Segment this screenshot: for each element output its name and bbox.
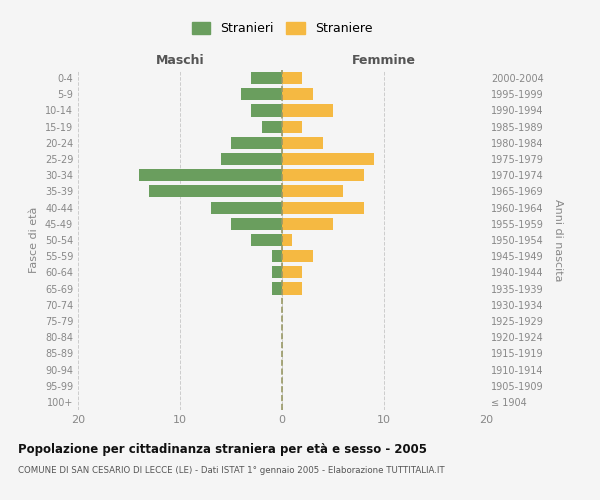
Bar [251, 104, 282, 117]
Legend: Stranieri, Straniere: Stranieri, Straniere [188, 18, 376, 39]
Bar [262, 120, 282, 132]
Bar [282, 266, 302, 278]
Bar [282, 218, 333, 230]
Text: COMUNE DI SAN CESARIO DI LECCE (LE) - Dati ISTAT 1° gennaio 2005 - Elaborazione : COMUNE DI SAN CESARIO DI LECCE (LE) - Da… [18, 466, 445, 475]
Bar [282, 282, 302, 294]
Bar [139, 169, 282, 181]
Bar [282, 137, 323, 149]
Text: Femmine: Femmine [352, 54, 416, 67]
Bar [149, 186, 282, 198]
Text: Popolazione per cittadinanza straniera per età e sesso - 2005: Popolazione per cittadinanza straniera p… [18, 442, 427, 456]
Bar [282, 88, 313, 101]
Bar [272, 250, 282, 262]
Bar [211, 202, 282, 213]
Bar [221, 153, 282, 165]
Bar [282, 202, 364, 213]
Bar [282, 169, 364, 181]
Bar [282, 104, 333, 117]
Y-axis label: Anni di nascita: Anni di nascita [553, 198, 563, 281]
Bar [251, 72, 282, 84]
Bar [282, 72, 302, 84]
Bar [231, 218, 282, 230]
Bar [282, 153, 374, 165]
Bar [231, 137, 282, 149]
Bar [282, 234, 292, 246]
Bar [251, 234, 282, 246]
Y-axis label: Fasce di età: Fasce di età [29, 207, 39, 273]
Bar [241, 88, 282, 101]
Bar [272, 266, 282, 278]
Bar [282, 250, 313, 262]
Text: Maschi: Maschi [155, 54, 205, 67]
Bar [282, 186, 343, 198]
Bar [272, 282, 282, 294]
Bar [282, 120, 302, 132]
